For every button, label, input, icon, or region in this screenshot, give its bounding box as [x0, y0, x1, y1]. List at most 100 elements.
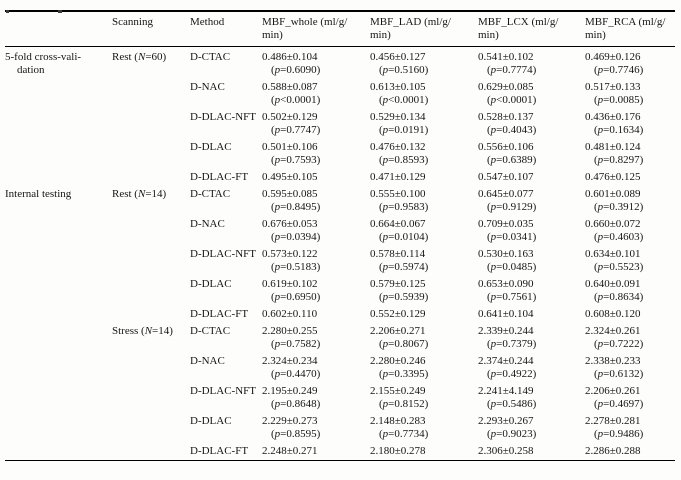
mbf-value: 0.588±0.087	[262, 81, 318, 93]
mbf-value: 0.613±0.105	[370, 81, 426, 93]
method-label: D-DLAC-NFT	[190, 385, 256, 397]
mbf-whole-cell: 0.501±0.106 (p=0.7593)	[262, 139, 370, 169]
p-value: (p=0.9486)	[594, 428, 644, 440]
mbf-value: 0.469±0.126	[585, 51, 641, 63]
table-row: D-DLAC 0.501±0.106 (p=0.7593) 0.476±0.13…	[5, 139, 675, 169]
mbf-value: 2.293±0.267	[478, 415, 534, 427]
table-row: D-NAC 0.588±0.087 (p<0.0001) 0.613±0.105…	[5, 79, 675, 109]
p-value: (p=0.3912)	[594, 201, 644, 213]
group-label	[5, 353, 112, 383]
mbf-value: 0.579±0.125	[370, 278, 426, 290]
scan-label	[112, 306, 190, 323]
mbf-value: 0.556±0.106	[478, 141, 534, 153]
mbf-rca-cell: 2.206±0.261 (p=0.4697)	[585, 383, 675, 413]
mbf-whole-cell: 0.602±0.110	[262, 306, 370, 323]
p-value: (p=0.0394)	[271, 231, 321, 243]
mbf-value: 0.709±0.035	[478, 218, 534, 230]
table-row: Stress (N=14) D-CTAC 2.280±0.255 (p=0.75…	[5, 323, 675, 353]
table-row: D-DLAC-NFT 2.195±0.249 (p=0.8648) 2.155±…	[5, 383, 675, 413]
mbf-lcx-cell: 0.645±0.077 (p=0.9129)	[478, 186, 585, 216]
p-value: (p=0.0485)	[487, 261, 537, 273]
column-header-scanning: Scanning	[112, 16, 153, 28]
mbf-lcx-cell: 0.541±0.102 (p=0.7774)	[478, 47, 585, 80]
mbf-value: 2.195±0.249	[262, 385, 318, 397]
p-value: (p=0.8067)	[379, 338, 429, 350]
mbf-value: 0.664±0.067	[370, 218, 426, 230]
mbf-lcx-cell: 0.528±0.137 (p=0.4043)	[478, 109, 585, 139]
p-value: (p=0.8648)	[271, 398, 321, 410]
p-value: (p<0.0001)	[487, 94, 537, 106]
table-row: D-DLAC-FT 0.495±0.105 0.471±0.129 0.547±…	[5, 169, 675, 186]
mbf-value: 2.374±0.244	[478, 355, 534, 367]
mbf-whole-cell: 2.248±0.271	[262, 443, 370, 461]
mbf-value: 2.229±0.273	[262, 415, 318, 427]
p-value: (p=0.5486)	[487, 398, 537, 410]
p-value: (p=0.7747)	[271, 124, 321, 136]
mbf-lad-cell: 2.148±0.283 (p=0.7734)	[370, 413, 478, 443]
mbf-value: 2.286±0.288	[585, 445, 641, 457]
p-value: (p=0.7746)	[594, 64, 644, 76]
header-row: Scanning Method MBF_whole (ml/g/ min) MB…	[5, 11, 675, 47]
p-value: (p=0.0085)	[594, 94, 644, 106]
table-body: 5-fold cross-vali- dation Rest (N=60) D-…	[5, 47, 675, 461]
mbf-value: 0.645±0.077	[478, 188, 534, 200]
scan-label	[112, 276, 190, 306]
mbf-value: 2.324±0.234	[262, 355, 318, 367]
mbf-whole-cell: 0.495±0.105	[262, 169, 370, 186]
method-label: D-DLAC	[190, 278, 232, 290]
mbf-value: 0.517±0.133	[585, 81, 641, 93]
p-value: (p=0.4922)	[487, 368, 537, 380]
mbf-value: 0.502±0.129	[262, 111, 318, 123]
table-row: D-DLAC-FT 2.248±0.271 2.180±0.278 2.306±…	[5, 443, 675, 461]
mbf-value: 2.324±0.261	[585, 325, 641, 337]
mbf-rca-cell: 2.278±0.281 (p=0.9486)	[585, 413, 675, 443]
column-header-mbf-lcx: MBF_LCX (ml/g/ min)	[478, 16, 559, 41]
p-value: (p=0.0191)	[379, 124, 429, 136]
mbf-value: 0.481±0.124	[585, 141, 641, 153]
group-label	[5, 139, 112, 169]
p-value: (p=0.7222)	[594, 338, 644, 350]
scan-label	[112, 139, 190, 169]
p-value: (p=0.7734)	[379, 428, 429, 440]
mbf-value: 0.476±0.125	[585, 171, 641, 183]
scan-label	[112, 79, 190, 109]
mbf-value: 0.608±0.120	[585, 308, 641, 320]
scan-label	[112, 353, 190, 383]
group-label	[5, 79, 112, 109]
mbf-value: 0.529±0.134	[370, 111, 426, 123]
mbf-lcx-cell: 0.641±0.104	[478, 306, 585, 323]
column-header-blank	[5, 11, 112, 47]
mbf-value: 0.495±0.105	[262, 171, 318, 183]
scan-label	[112, 246, 190, 276]
p-value: (p=0.5183)	[271, 261, 321, 273]
mbf-value: 0.547±0.107	[478, 171, 534, 183]
mbf-whole-cell: 2.324±0.234 (p=0.4470)	[262, 353, 370, 383]
group-label	[5, 323, 112, 353]
mbf-whole-cell: 0.595±0.085 (p=0.8495)	[262, 186, 370, 216]
mbf-rca-cell: 0.469±0.126 (p=0.7746)	[585, 47, 675, 80]
p-value: (p=0.7582)	[271, 338, 321, 350]
mbf-lad-cell: 0.471±0.129	[370, 169, 478, 186]
mbf-lad-cell: 0.529±0.134 (p=0.0191)	[370, 109, 478, 139]
mbf-lcx-cell: 0.629±0.085 (p<0.0001)	[478, 79, 585, 109]
mbf-whole-cell: 0.573±0.122 (p=0.5183)	[262, 246, 370, 276]
p-value: (p=0.5939)	[379, 291, 429, 303]
mbf-value: 2.278±0.281	[585, 415, 641, 427]
mbf-value: 2.206±0.271	[370, 325, 426, 337]
column-header-method: Method	[190, 16, 225, 28]
mbf-whole-cell: 2.280±0.255 (p=0.7582)	[262, 323, 370, 353]
table-row: 5-fold cross-vali- dation Rest (N=60) D-…	[5, 47, 675, 80]
p-value: (p=0.5974)	[379, 261, 429, 273]
mbf-rca-cell: 0.660±0.072 (p=0.4603)	[585, 216, 675, 246]
mbf-lad-cell: 0.476±0.132 (p=0.8593)	[370, 139, 478, 169]
scan-label: Rest (N=60)	[112, 51, 167, 63]
mbf-lad-cell: 0.456±0.127 (p=0.5160)	[370, 47, 478, 80]
table-row: D-DLAC-NFT 0.573±0.122 (p=0.5183) 0.578±…	[5, 246, 675, 276]
mbf-value: 2.338±0.233	[585, 355, 641, 367]
p-value: (p=0.6090)	[271, 64, 321, 76]
table-row: D-DLAC-NFT 0.502±0.129 (p=0.7747) 0.529±…	[5, 109, 675, 139]
column-header-mbf-whole: MBF_whole (ml/g/ min)	[262, 16, 348, 41]
mbf-value: 0.619±0.102	[262, 278, 318, 290]
scan-label	[112, 216, 190, 246]
p-value: (p=0.4697)	[594, 398, 644, 410]
